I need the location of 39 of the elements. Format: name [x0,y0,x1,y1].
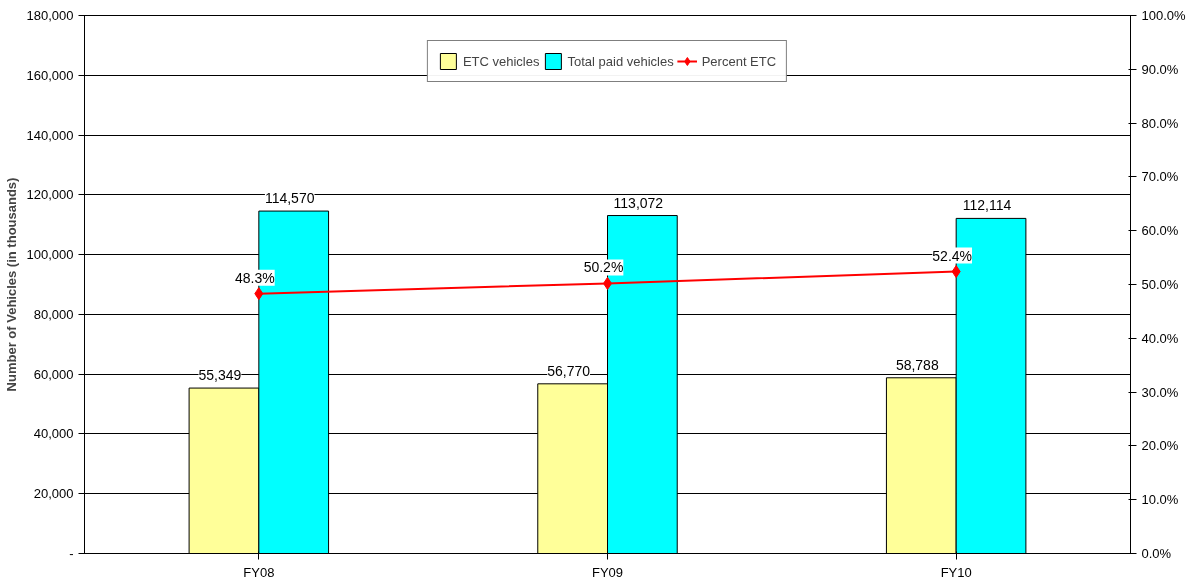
data-label: 114,570 [264,190,315,207]
legend-label: Percent ETC [701,53,777,69]
legend-label: Total paid vehicles [567,53,674,69]
point [254,287,264,301]
y-tick-label: 20,000 [33,486,74,502]
data-label: 58,788 [895,356,939,373]
y-tick-label: 100,000 [26,247,74,263]
y2-tick-label: 80.0% [1141,115,1179,131]
y-tick-label: - [69,546,74,561]
legend-label: ETC vehicles [462,53,540,69]
y-tick-label: 40,000 [33,426,74,442]
y2-tick-label: 30.0% [1141,384,1179,400]
y2-tick-label: 70.0% [1141,169,1179,185]
y-tick-label: 180,000 [26,8,74,23]
data-label: 113,072 [613,194,664,211]
y2-tick-label: 100.0% [1141,8,1187,23]
data-label: 48.3% [234,269,275,286]
y-tick-label: 120,000 [26,187,74,203]
point [951,265,961,279]
y2-tick-label: 20.0% [1141,438,1179,454]
x-tick-label: FY08 [243,564,275,580]
y-tick-label: 80,000 [33,306,74,322]
y2-tick-label: 50.0% [1141,277,1179,292]
y-axis-title: Number of Vehicles (in thousands) [3,177,19,392]
data-label: 112,114 [962,197,1012,214]
x-tick-label: FY10 [940,564,972,580]
data-label: 50.2% [583,259,624,276]
y-tick-label: 160,000 [26,67,74,83]
x-tick-label: FY09 [591,564,624,580]
y2-tick-label: 60.0% [1141,223,1179,239]
data-label: 56,770 [547,362,591,379]
y2-tick-label: 0.0% [1141,546,1172,561]
y2-tick-label: 40.0% [1141,330,1179,346]
data-label: 52.4% [932,247,973,264]
y-tick-label: 140,000 [26,127,74,143]
y-tick-label: 60,000 [33,366,74,382]
y2-tick-label: 90.0% [1141,61,1179,77]
y2-tick-label: 10.0% [1141,492,1179,508]
data-label: 55,349 [198,367,242,384]
